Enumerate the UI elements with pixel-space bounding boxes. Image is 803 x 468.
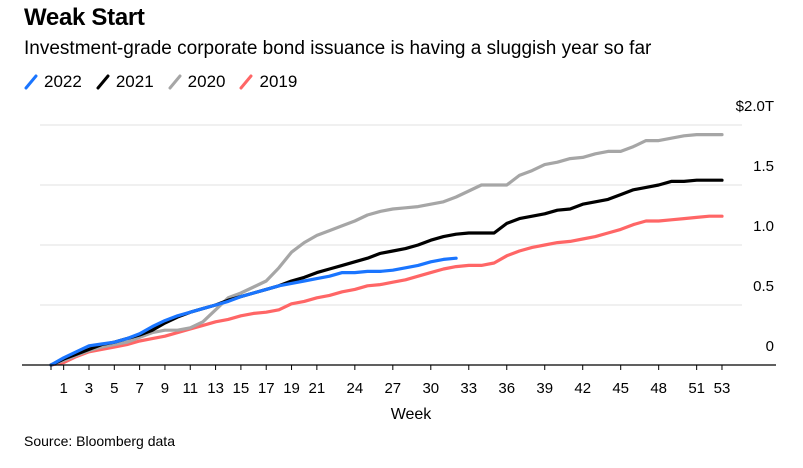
y-tick-label: 0.5 (753, 278, 774, 295)
x-tick-label: 36 (498, 380, 515, 397)
x-tick-label: 5 (110, 380, 118, 397)
x-tick-label: 17 (258, 380, 275, 397)
y-tick-label: 1.5 (753, 158, 774, 175)
x-tick-label: 15 (233, 380, 250, 397)
x-tick-label: 33 (460, 380, 477, 397)
x-tick-label: 51 (688, 380, 705, 397)
x-tick-label: 9 (161, 380, 169, 397)
x-tick-label: 11 (182, 380, 198, 397)
x-tick-label: 27 (384, 380, 401, 397)
gridlines (40, 125, 742, 305)
x-tick-label: 13 (207, 380, 224, 397)
y-axis-labels: 0 0.5 1.0 1.5 $2.0T (736, 98, 774, 355)
x-axis-title: Week (391, 406, 433, 423)
x-tick-label: 7 (135, 380, 143, 397)
x-tick-label: 42 (574, 380, 591, 397)
x-tick-label: 24 (346, 380, 363, 397)
series-line-2019 (51, 216, 722, 365)
x-tick-label: 3 (85, 380, 93, 397)
x-tick-label: 53 (714, 380, 731, 397)
series-lines (51, 135, 722, 365)
y-tick-label: 0 (766, 338, 774, 355)
x-tick-label: 45 (612, 380, 629, 397)
x-tick-label: 19 (283, 380, 300, 397)
x-tick-label: 21 (309, 380, 326, 397)
source-note: Source: Bloomberg data (24, 433, 175, 449)
y-tick-label: 1.0 (753, 218, 774, 235)
x-tick-label: 39 (536, 380, 553, 397)
y-tick-label: $2.0T (736, 98, 774, 115)
line-chart: 135791113151719212427303336394245485153 … (0, 0, 803, 468)
x-tick-label: 48 (650, 380, 667, 397)
x-tick-label: 1 (59, 380, 67, 397)
x-tick-label: 30 (422, 380, 439, 397)
x-axis: 135791113151719212427303336394245485153 (22, 365, 776, 397)
